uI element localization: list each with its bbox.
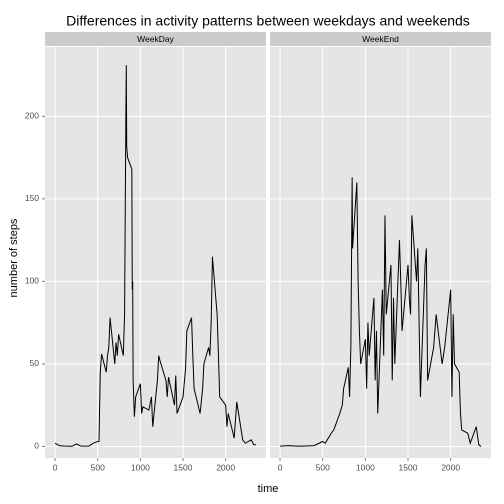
data-line [54, 65, 256, 447]
x-tick-label: 1000 [131, 462, 150, 472]
x-tick-label: 1500 [399, 462, 418, 472]
strip-label: WeekDay [137, 34, 174, 44]
y-tick-label: 100 [25, 276, 39, 286]
x-tick-label: 0 [53, 462, 58, 472]
panel-background [270, 47, 491, 458]
data-line [280, 177, 482, 447]
x-tick-label: 500 [316, 462, 330, 472]
strip-label: WeekEnd [362, 34, 399, 44]
strip [270, 32, 491, 46]
y-tick-label: 200 [25, 111, 39, 121]
y-tick-label: 50 [30, 358, 40, 368]
x-tick-label: 500 [91, 462, 105, 472]
x-tick-label: 2000 [441, 462, 460, 472]
x-tick-label: 1000 [356, 462, 375, 472]
x-tick-label: 2000 [216, 462, 235, 472]
chart-title: Differences in activity patterns between… [66, 13, 470, 29]
y-tick-label: 0 [34, 441, 39, 451]
x-tick-label: 0 [278, 462, 283, 472]
x-tick-label: 1500 [174, 462, 193, 472]
y-axis-label: number of steps [8, 218, 20, 297]
panel-background [45, 47, 266, 458]
x-axis-label: time [258, 483, 279, 495]
strip [45, 32, 266, 46]
y-tick-label: 150 [25, 193, 39, 203]
